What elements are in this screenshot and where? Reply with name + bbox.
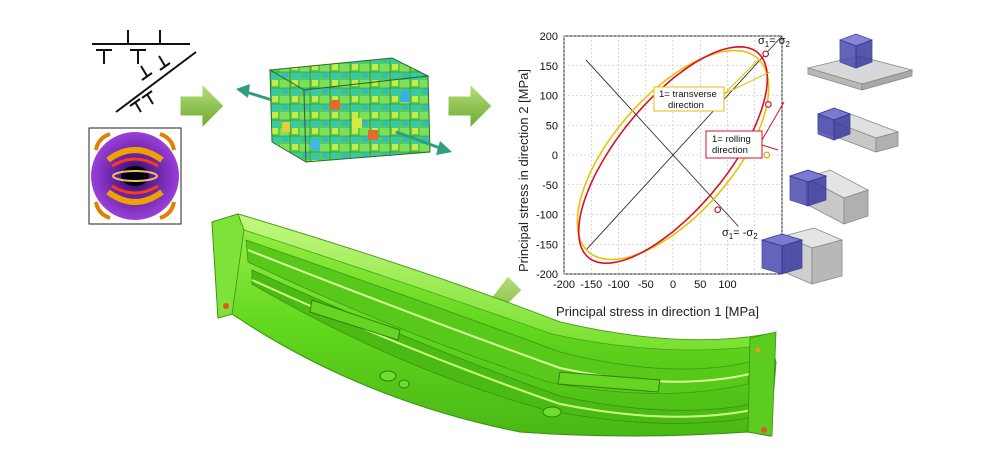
y-tick-3: 50 [546,120,558,132]
eq-pos-sub2: 2 [786,40,791,49]
eq-pos-eq: = σ [769,35,785,47]
x-tick-0: -200 [553,279,575,291]
eq-pos-sigma1: σ [758,35,765,47]
arrow-right-1 [179,82,225,130]
svg-text:σ1= σ2: σ1= σ2 [758,35,791,49]
marker-0 [762,50,770,58]
y-tick-7: -150 [536,239,558,251]
svg-text:σ1= -σ2: σ1= -σ2 [722,227,758,241]
y-tick-1: 150 [540,61,558,73]
rolling-label-1: 1= rolling [712,134,751,145]
x-tick-5: 50 [694,279,706,291]
marker-3 [714,206,722,214]
y-tick-0: 200 [540,31,558,43]
eq-neg-sigma1: σ [722,227,729,239]
y-tick-5: -50 [542,180,558,192]
y-tick-4: 0 [552,150,558,162]
y-axis-label: Principal stress in direction 2 [MPa] [516,69,531,272]
y-tick-2: 100 [540,91,558,103]
marker-2 [763,151,771,159]
x-tick-6: 100 [718,279,736,291]
eq-neg-eq: = -σ [733,227,753,239]
eq-neg-sub1: 1 [729,232,734,241]
eq-neg-sub2: 2 [753,232,758,241]
y-tick-6: -100 [536,210,558,222]
transverse-label-1: 1= transverse [659,89,717,100]
arrow-right-2 [447,82,493,130]
x-axis-label: Principal stress in direction 1 [MPa] [556,304,759,319]
transverse-box [653,86,725,112]
rolling-label-2: direction [712,145,748,156]
x-tick-1: -150 [580,279,602,291]
ref-line-0 [585,35,783,251]
x-tick-2: -100 [607,279,629,291]
eq-pos-sub1: 1 [765,40,770,49]
x-tick-3: -50 [638,279,654,291]
transverse-label-2: direction [668,100,704,111]
x-tick-4: 0 [670,279,676,291]
marker-1 [764,101,772,108]
y-tick-8: -200 [536,269,558,281]
rolling-box [705,130,763,159]
